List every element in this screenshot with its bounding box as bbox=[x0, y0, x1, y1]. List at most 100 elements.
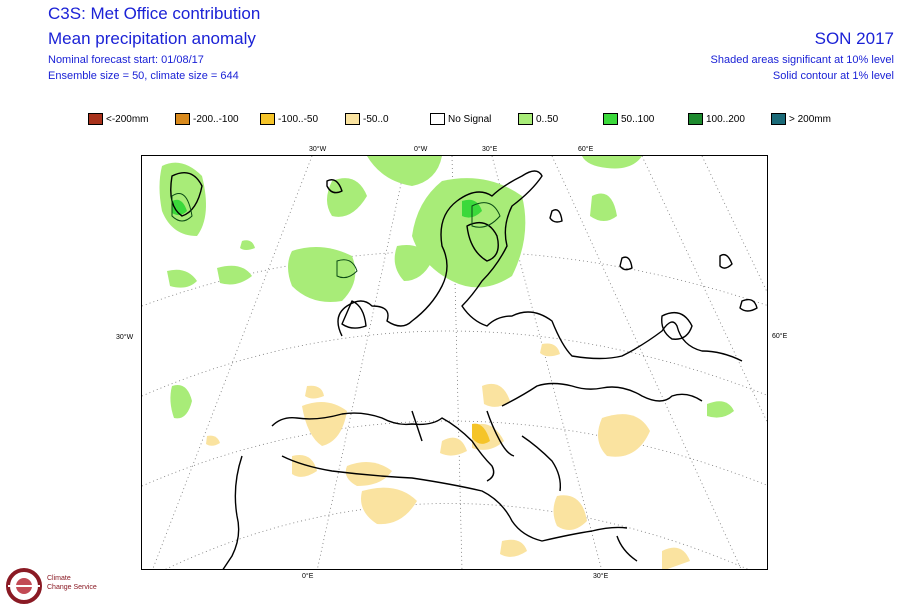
dry-patch bbox=[361, 487, 417, 525]
wet-patch bbox=[367, 156, 442, 186]
legend-swatch bbox=[260, 113, 275, 125]
legend-item: No Signal bbox=[430, 113, 491, 125]
legend-item: 0..50 bbox=[518, 113, 558, 125]
legend: <-200mm -200..-100 -100..-50 -50..0 No S… bbox=[88, 113, 848, 129]
wet-anomaly-areas bbox=[159, 156, 734, 419]
wet-patch bbox=[167, 269, 197, 288]
wet-patch bbox=[582, 156, 642, 169]
meridian-line bbox=[641, 156, 767, 423]
legend-swatch bbox=[688, 113, 703, 125]
legend-label: <-200mm bbox=[106, 113, 149, 125]
legend-swatch bbox=[430, 113, 445, 125]
legend-label: 100..200 bbox=[706, 113, 745, 125]
legend-label: -100..-50 bbox=[278, 113, 319, 125]
dry-patch bbox=[292, 455, 317, 477]
legend-label: > 200mm bbox=[789, 113, 831, 125]
lon-label-bottom: 0°E bbox=[302, 573, 314, 580]
dry-patch bbox=[440, 437, 467, 456]
dry-patch bbox=[500, 539, 527, 557]
dry-patch bbox=[206, 435, 220, 446]
dry-patch bbox=[345, 462, 392, 486]
legend-item: -100..-50 bbox=[260, 113, 318, 125]
legend-swatch bbox=[518, 113, 533, 125]
legend-label: -50..0 bbox=[363, 113, 389, 125]
coastline bbox=[521, 435, 562, 492]
lon-label-top: 30°W bbox=[309, 146, 327, 153]
coastline bbox=[619, 256, 633, 271]
season-label: SON 2017 bbox=[814, 29, 894, 48]
coastline bbox=[616, 535, 638, 562]
legend-swatch bbox=[345, 113, 360, 125]
lon-label-right: 60°E bbox=[772, 333, 788, 340]
copernicus-climate-logo: Climate Change Service bbox=[4, 563, 124, 609]
wet-patch bbox=[707, 401, 734, 418]
dry-patch bbox=[302, 402, 347, 446]
wet-patch bbox=[590, 193, 617, 221]
coastline bbox=[281, 455, 628, 542]
legend-swatch bbox=[603, 113, 618, 125]
meridian-line bbox=[701, 156, 767, 293]
wet-patch bbox=[327, 178, 367, 217]
parallel-line bbox=[142, 250, 767, 307]
coastline bbox=[501, 382, 703, 407]
logo-text: Climate Change Service bbox=[47, 574, 97, 592]
legend-label: 50..100 bbox=[621, 113, 655, 125]
logo-line: Climate bbox=[47, 575, 71, 582]
wet-patch bbox=[288, 247, 356, 302]
parallel-line bbox=[142, 330, 767, 397]
coastline bbox=[341, 300, 367, 329]
significance-contour bbox=[171, 193, 193, 222]
coastline bbox=[739, 298, 758, 312]
legend-item: -50..0 bbox=[345, 113, 389, 125]
meridian-line bbox=[317, 156, 408, 569]
wet-patch bbox=[170, 385, 192, 419]
significance-shaded-note: Shaded areas significant at 10% level bbox=[710, 54, 894, 66]
coastline bbox=[222, 455, 243, 569]
coastline bbox=[326, 179, 343, 194]
significance-contour bbox=[336, 259, 358, 279]
lon-label-top: 0°W bbox=[414, 146, 428, 153]
significance-contour bbox=[471, 202, 501, 228]
meridian-line bbox=[551, 156, 742, 569]
dry-patch bbox=[662, 547, 690, 569]
moderate-dry-areas bbox=[472, 423, 490, 444]
dry-patch bbox=[553, 495, 587, 530]
map-canvas bbox=[142, 156, 767, 569]
logo-line: Change Service bbox=[47, 584, 97, 591]
forecast-start: Nominal forecast start: 01/08/17 bbox=[48, 54, 204, 66]
legend-label: -200..-100 bbox=[193, 113, 239, 125]
legend-swatch bbox=[175, 113, 190, 125]
legend-item: <-200mm bbox=[88, 113, 149, 125]
ensemble-size: Ensemble size = 50, climate size = 644 bbox=[48, 70, 239, 82]
legend-item: > 200mm bbox=[771, 113, 831, 125]
chart-title: C3S: Met Office contribution bbox=[48, 4, 261, 23]
legend-item: -200..-100 bbox=[175, 113, 239, 125]
lon-label-top: 60°E bbox=[578, 146, 594, 153]
coastline bbox=[337, 170, 743, 362]
dry-patch bbox=[482, 383, 510, 407]
legend-item: 50..100 bbox=[603, 113, 654, 125]
strong-wet-patch bbox=[172, 199, 187, 216]
coastline bbox=[549, 209, 563, 223]
wet-patch bbox=[240, 240, 255, 250]
dry-patch bbox=[598, 414, 650, 457]
lon-label-top: 30°E bbox=[482, 146, 498, 153]
dry-patch bbox=[540, 343, 560, 357]
coastline bbox=[719, 253, 733, 269]
coastline bbox=[486, 410, 515, 457]
dry-patch bbox=[305, 385, 324, 399]
chart-subtitle: Mean precipitation anomaly bbox=[48, 29, 256, 48]
precipitation-anomaly-map bbox=[141, 155, 768, 570]
lon-label-left: 30°W bbox=[116, 334, 134, 341]
coastline bbox=[661, 312, 693, 340]
coastline bbox=[271, 412, 495, 482]
wet-patch bbox=[159, 162, 206, 236]
graticule bbox=[142, 156, 767, 569]
coastline bbox=[466, 222, 499, 262]
significance-contour-note: Solid contour at 1% level bbox=[772, 70, 894, 82]
moderate-dry-patch bbox=[472, 423, 490, 444]
wet-patch bbox=[217, 265, 252, 285]
legend-swatch bbox=[771, 113, 786, 125]
legend-swatch bbox=[88, 113, 103, 125]
legend-label: 0..50 bbox=[536, 113, 559, 125]
